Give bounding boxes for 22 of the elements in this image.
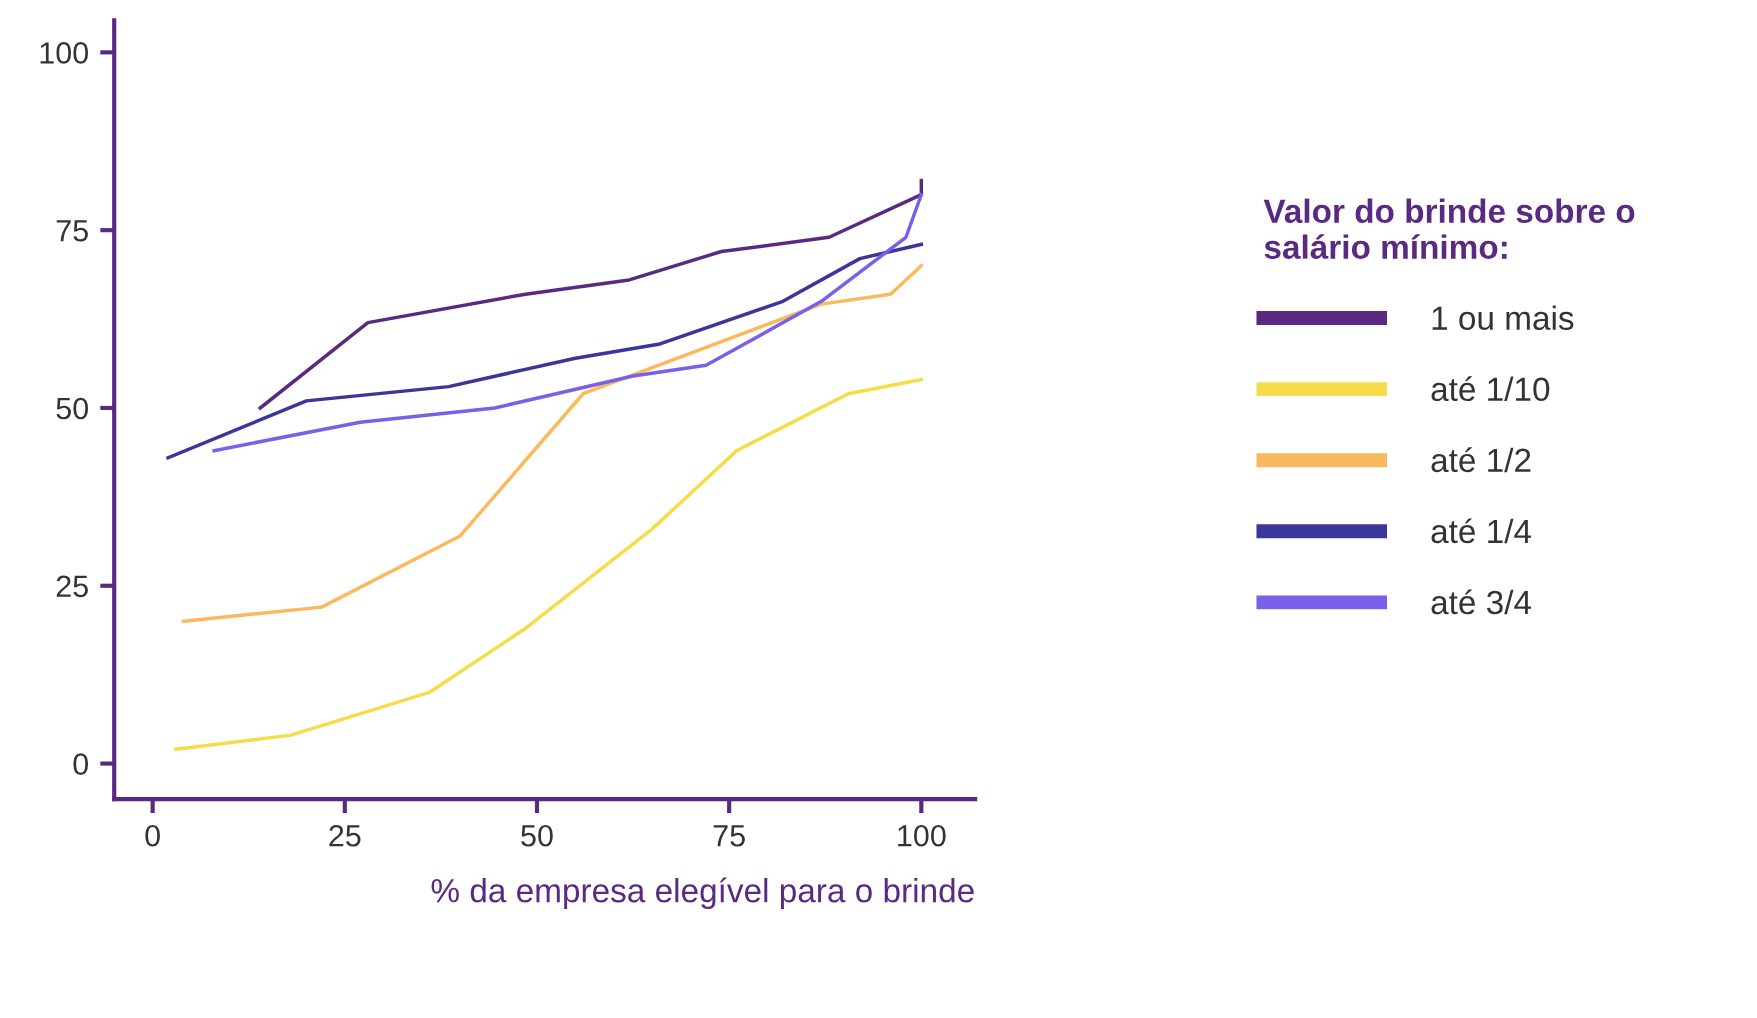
line-series [212, 192, 924, 453]
y-tick-label: 50 [56, 397, 89, 420]
y-tick-label: 75 [56, 220, 88, 242]
line-series [173, 377, 924, 752]
x-tick-label: 50 [521, 824, 553, 847]
legend-label: até 3/4 [1431, 589, 1532, 615]
y-tick-label: 25 [56, 575, 88, 598]
y-tick-label: 100 [40, 42, 89, 64]
x-tick-label: 25 [329, 824, 361, 847]
line-series [166, 242, 924, 460]
legend-title: Valor do brinde sobre o salário mínimo: [1263, 198, 1635, 259]
legend-label: 1 ou mais [1432, 305, 1574, 331]
x-tick-label: 100 [898, 824, 946, 847]
legend-label: até 1/2 [1431, 447, 1531, 473]
x-axis-title: % da empresa elegível para o brinde [431, 877, 974, 910]
legend-label: até 1/4 [1431, 518, 1532, 544]
x-tick-label: 0 [145, 824, 160, 847]
line-series [258, 178, 924, 410]
x-tick-label: 75 [713, 825, 745, 847]
y-tick-label: 0 [73, 753, 89, 775]
line-series [181, 263, 924, 624]
legend-label: até 1/10 [1431, 376, 1550, 402]
